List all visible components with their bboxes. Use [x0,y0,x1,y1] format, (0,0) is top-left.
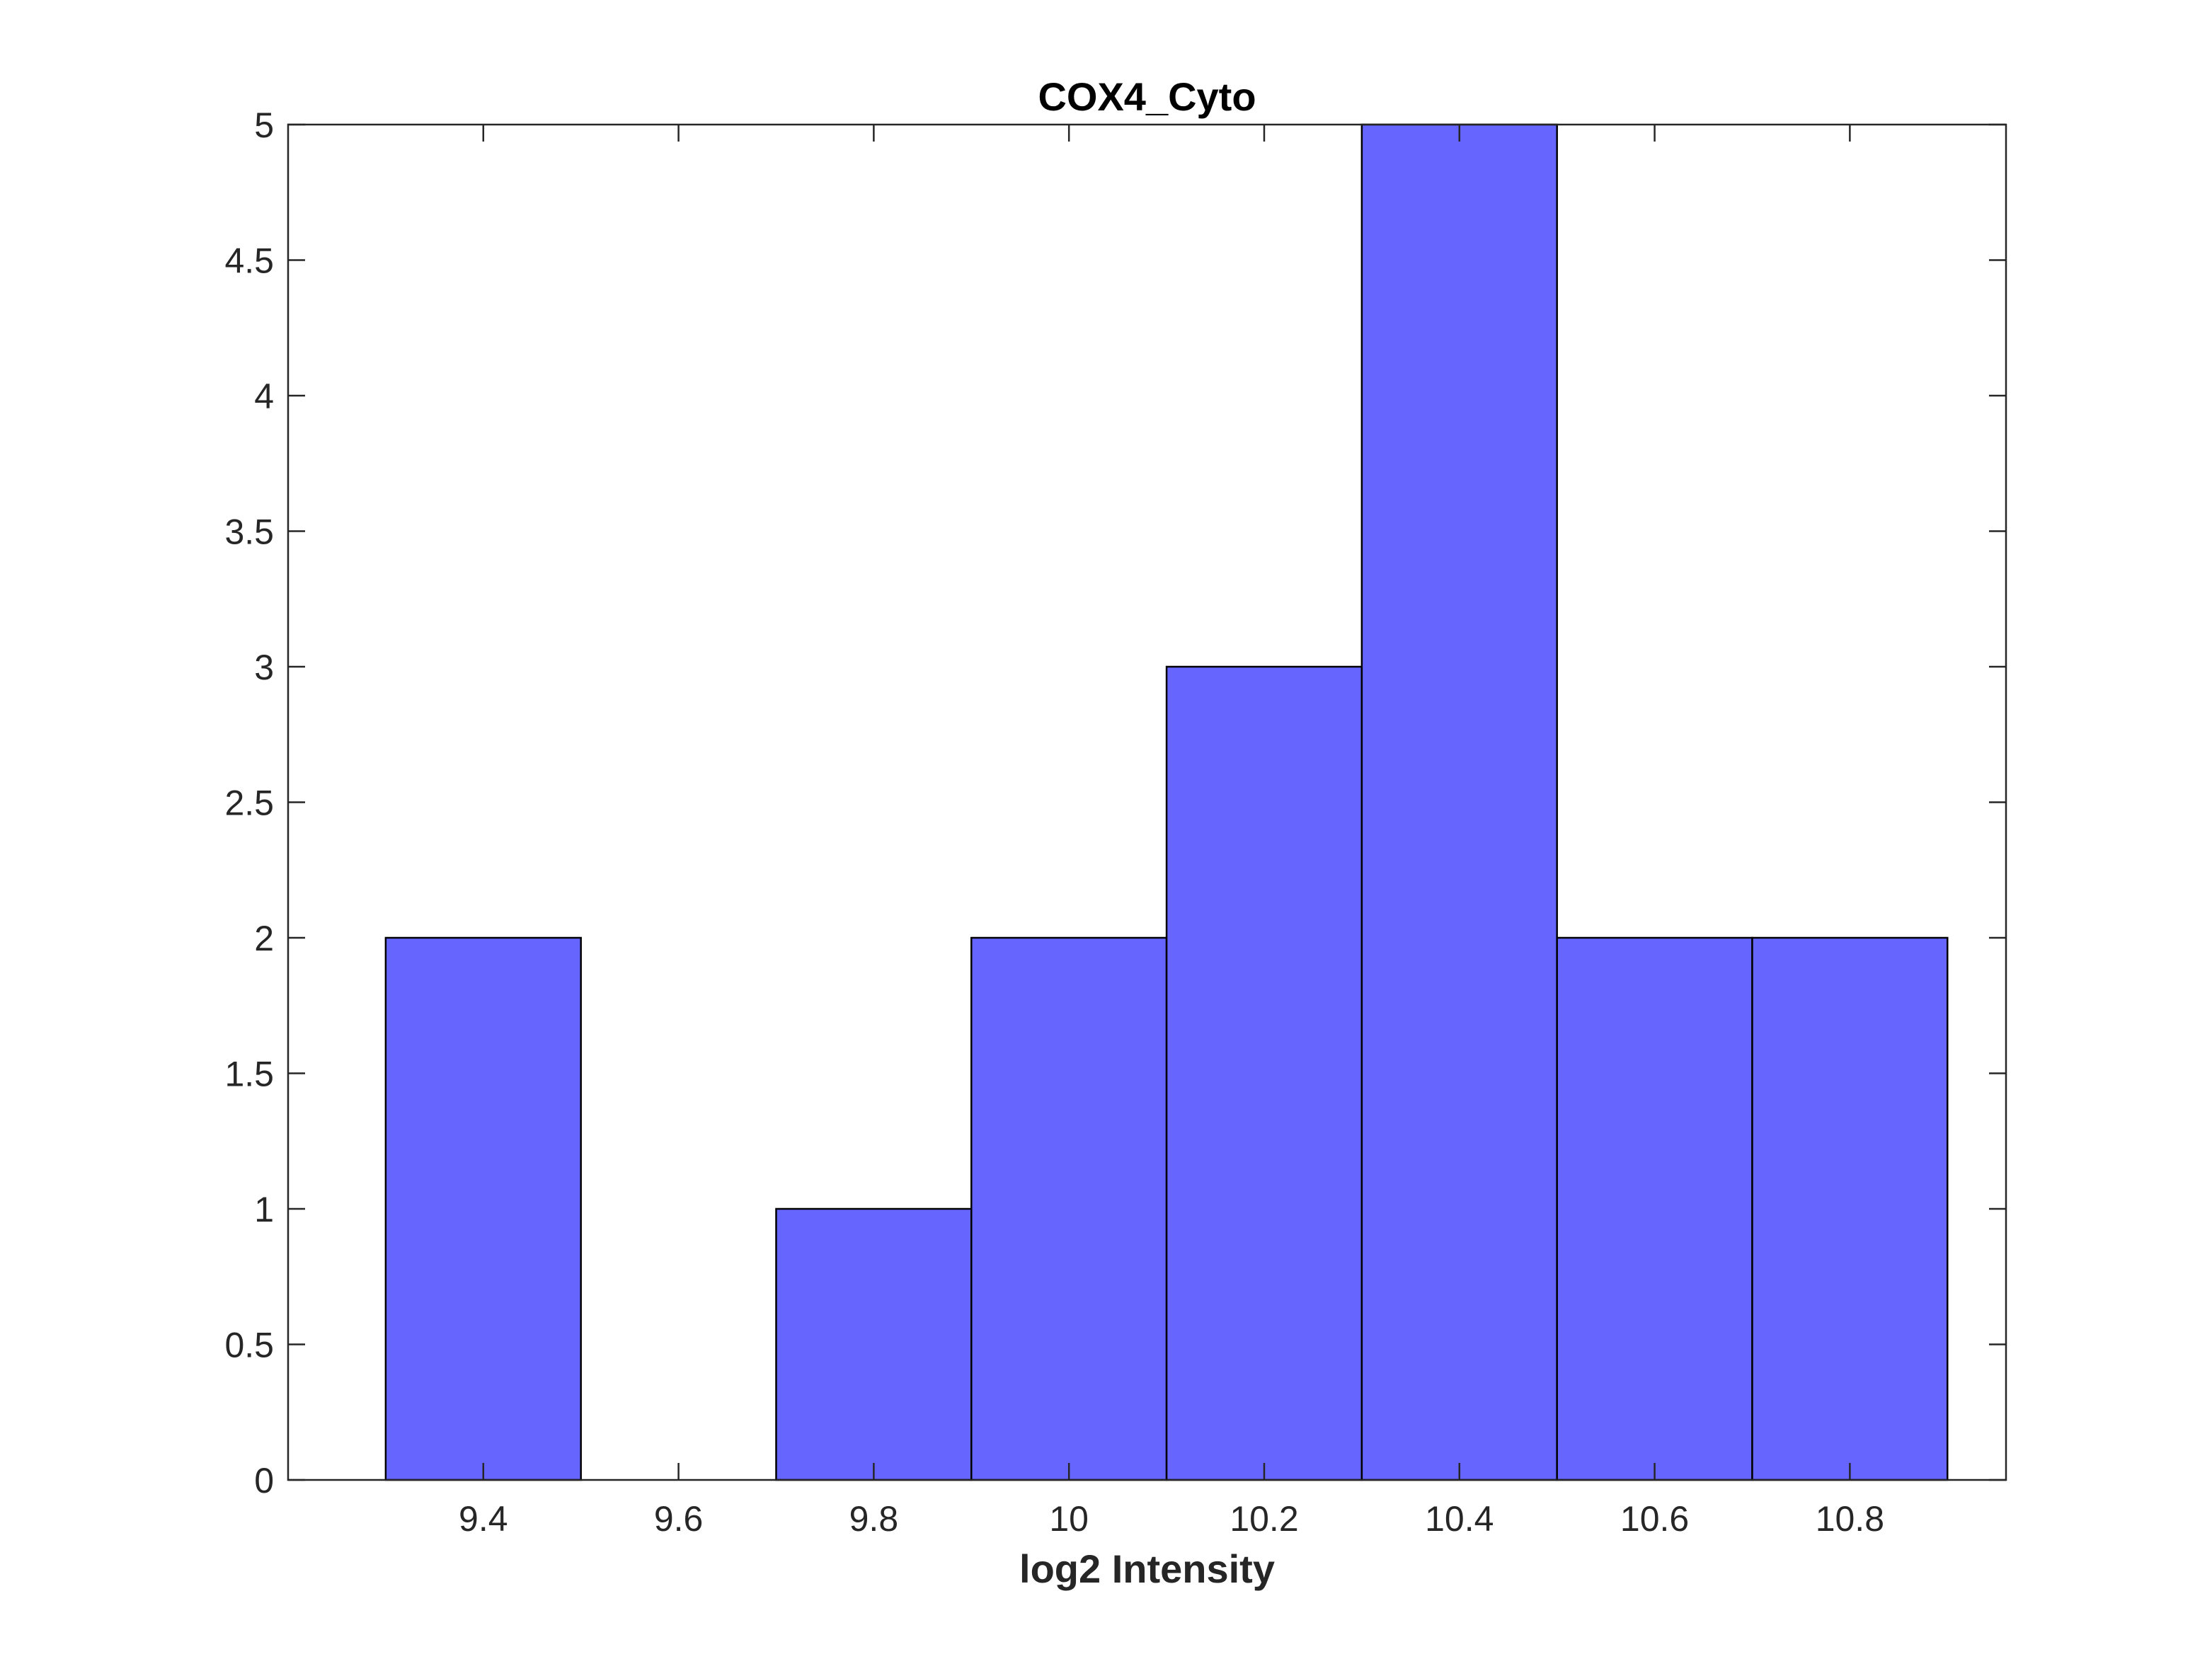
y-tick-label: 1 [254,1190,274,1229]
histogram-bar [970,936,1168,1481]
x-tick-labels: 9.4 9.6 9.8 10 10.2 10.4 10.6 10.8 [459,1499,1884,1539]
histogram-bars [384,123,1949,1481]
y-tick-label: 4 [254,377,274,416]
y-tick-label: 0 [254,1461,274,1500]
x-tick-label: 9.6 [654,1499,704,1539]
y-tick-label: 3 [254,648,274,687]
x-tick-label: 10.2 [1230,1499,1298,1539]
x-tick-label: 10.4 [1425,1499,1494,1539]
y-tick-labels: 0 0.5 1 1.5 2 2.5 3 3.5 4 4.5 5 [224,105,274,1500]
chart-title: COX4_Cyto [1038,74,1256,119]
y-tick-label: 4.5 [224,241,274,281]
x-axis-title: log2 Intensity [1019,1546,1275,1591]
histogram-bar [775,1207,973,1481]
histogram-bar [1165,665,1363,1481]
y-tick-label: 2.5 [224,783,274,823]
y-tick-label: 0.5 [224,1326,274,1365]
y-tick-label: 5 [254,105,274,145]
y-tick-label: 3.5 [224,512,274,552]
x-tick-label: 9.4 [459,1499,508,1539]
x-tick-label: 10.8 [1816,1499,1884,1539]
x-tick-label: 10 [1049,1499,1089,1539]
histogram-bar [1751,936,1949,1481]
y-tick-label: 2 [254,919,274,958]
histogram-bar [1360,123,1558,1481]
x-tick-label: 10.6 [1620,1499,1689,1539]
y-tick-label: 1.5 [224,1055,274,1094]
histogram-bar [384,936,582,1481]
histogram-bar [1556,936,1753,1481]
axis-ticks [288,123,2006,1481]
x-tick-label: 9.8 [849,1499,899,1539]
